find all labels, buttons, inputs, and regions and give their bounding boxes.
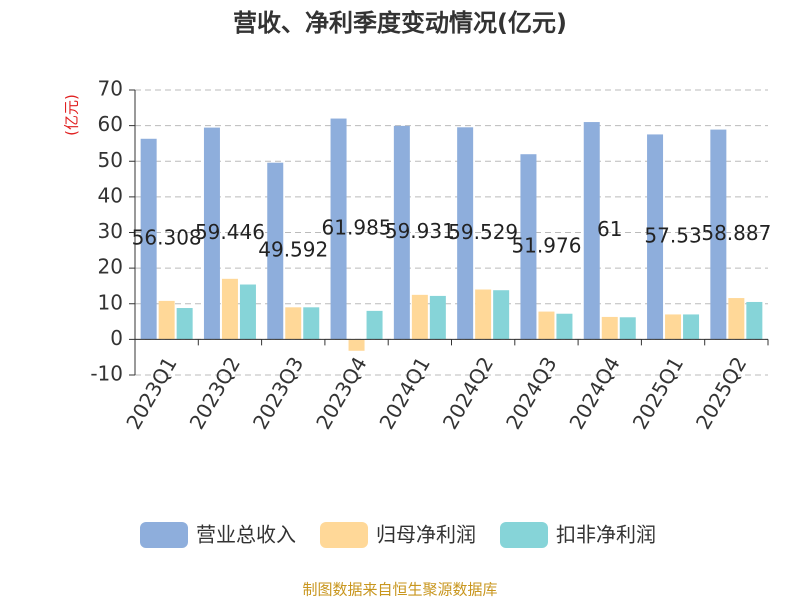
data-label: 58.887 xyxy=(701,221,771,245)
x-tick-label: 2023Q3 xyxy=(248,353,308,434)
data-label: 51.976 xyxy=(511,233,581,257)
y-tick-label: 30 xyxy=(98,219,123,243)
x-tick-label: 2025Q1 xyxy=(628,353,688,434)
legend-swatch xyxy=(140,522,188,548)
data-label: 56.308 xyxy=(132,226,202,250)
bar xyxy=(221,278,238,340)
bar xyxy=(140,138,157,340)
y-tick-label: 0 xyxy=(110,326,123,350)
x-tick-label: 2025Q2 xyxy=(691,353,751,434)
bar xyxy=(393,125,410,340)
bar xyxy=(538,311,555,340)
data-label: 61 xyxy=(597,217,622,241)
bar xyxy=(583,122,600,340)
data-label: 49.592 xyxy=(258,238,328,262)
x-tick-label: 2023Q2 xyxy=(185,353,245,434)
y-tick-label: 60 xyxy=(98,112,123,136)
bar xyxy=(457,127,474,340)
bar xyxy=(303,307,320,340)
bar xyxy=(330,118,347,340)
bar xyxy=(665,314,682,340)
x-tick-label: 2023Q1 xyxy=(121,353,181,434)
y-tick-label: 50 xyxy=(98,148,123,172)
legend-label: 归母净利润 xyxy=(376,523,476,547)
x-tick-label: 2024Q4 xyxy=(564,353,624,434)
x-tick-label: 2024Q3 xyxy=(501,353,561,434)
bar xyxy=(683,314,700,340)
legend-label: 扣非净利润 xyxy=(556,523,656,547)
data-label: 61.985 xyxy=(322,215,392,239)
bar xyxy=(619,317,636,340)
data-label: 59.931 xyxy=(385,219,455,243)
bar xyxy=(475,289,492,340)
y-axis-label: (亿元) xyxy=(63,94,81,136)
bar xyxy=(601,316,618,340)
data-label: 59.529 xyxy=(448,220,518,244)
data-label: 57.53 xyxy=(644,223,701,247)
bar xyxy=(728,298,745,340)
source-note: 制图数据来自恒生聚源数据库 xyxy=(302,581,497,599)
bar xyxy=(348,339,365,351)
bar xyxy=(710,129,727,340)
legend-label: 营业总收入 xyxy=(196,523,296,547)
bar xyxy=(158,300,175,340)
y-tick-label: 40 xyxy=(98,183,123,207)
bar xyxy=(493,290,510,340)
x-tick-label: 2024Q1 xyxy=(374,353,434,434)
bar xyxy=(556,313,573,340)
x-tick-label: 2024Q2 xyxy=(438,353,498,434)
legend-swatch xyxy=(500,522,548,548)
y-tick-label: 70 xyxy=(98,77,123,101)
bar xyxy=(411,294,428,340)
y-tick-label: 10 xyxy=(98,290,123,314)
bar xyxy=(176,308,193,340)
bar xyxy=(203,127,220,340)
legend-swatch xyxy=(320,522,368,548)
x-tick-label: 2023Q4 xyxy=(311,353,371,434)
y-tick-label: 20 xyxy=(98,255,123,279)
bar xyxy=(366,310,383,340)
bar xyxy=(647,134,664,340)
bar xyxy=(520,154,537,340)
bar xyxy=(267,162,284,340)
chart-title: 营收、净利季度变动情况(亿元) xyxy=(233,9,567,37)
bar xyxy=(429,295,446,340)
bar xyxy=(285,307,302,340)
data-label: 59.446 xyxy=(195,220,265,244)
bar xyxy=(746,301,763,340)
y-tick-label: -10 xyxy=(90,362,123,386)
bar xyxy=(239,284,256,340)
